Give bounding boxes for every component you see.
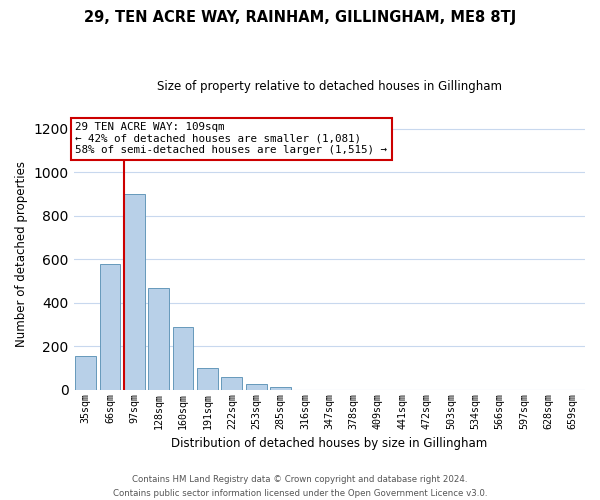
Bar	[124, 194, 145, 390]
Text: 29, TEN ACRE WAY, RAINHAM, GILLINGHAM, ME8 8TJ: 29, TEN ACRE WAY, RAINHAM, GILLINGHAM, M…	[84, 10, 516, 25]
Bar	[76, 356, 96, 390]
Bar	[100, 264, 121, 390]
Text: Contains HM Land Registry data © Crown copyright and database right 2024.
Contai: Contains HM Land Registry data © Crown c…	[113, 476, 487, 498]
Bar	[221, 377, 242, 390]
Text: 29 TEN ACRE WAY: 109sqm
← 42% of detached houses are smaller (1,081)
58% of semi: 29 TEN ACRE WAY: 109sqm ← 42% of detache…	[76, 122, 388, 156]
X-axis label: Distribution of detached houses by size in Gillingham: Distribution of detached houses by size …	[171, 437, 487, 450]
Bar	[148, 288, 169, 390]
Bar	[270, 387, 291, 390]
Bar	[197, 368, 218, 390]
Y-axis label: Number of detached properties: Number of detached properties	[15, 161, 28, 347]
Bar	[173, 327, 193, 390]
Bar	[246, 384, 266, 390]
Title: Size of property relative to detached houses in Gillingham: Size of property relative to detached ho…	[157, 80, 502, 93]
